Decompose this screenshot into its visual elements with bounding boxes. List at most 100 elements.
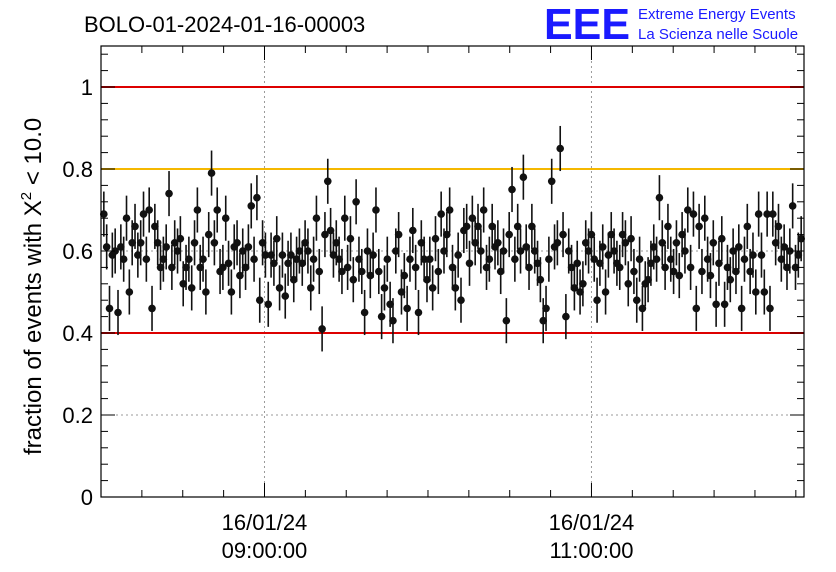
- data-point: [749, 251, 757, 259]
- data-point: [627, 234, 635, 243]
- y-axis-label-suffix: < 10.0: [20, 118, 47, 185]
- data-point: [536, 275, 545, 284]
- data-point: [190, 239, 199, 247]
- data-point: [604, 251, 613, 259]
- data-point: [780, 243, 788, 251]
- data-point: [737, 304, 746, 313]
- data-point: [204, 230, 213, 239]
- data-point: [598, 243, 607, 251]
- data-point: [326, 226, 335, 235]
- data-point: [564, 247, 573, 255]
- data-point: [329, 251, 338, 259]
- data-point: [528, 222, 536, 231]
- data-point: [423, 275, 431, 284]
- data-point: [287, 251, 295, 259]
- data-point: [221, 214, 230, 222]
- data-point: [250, 255, 258, 263]
- data-point: [440, 247, 448, 255]
- data-point: [681, 247, 689, 255]
- data-point: [414, 308, 423, 317]
- data-point: [593, 296, 601, 305]
- data-point: [499, 247, 508, 255]
- data-point: [295, 247, 304, 255]
- data-point: [743, 222, 752, 231]
- data-point: [428, 284, 437, 292]
- data-point: [695, 222, 703, 231]
- data-point: [513, 222, 522, 231]
- data-point: [703, 255, 712, 263]
- data-point: [437, 210, 445, 218]
- data-point: [474, 222, 482, 231]
- data-point: [366, 271, 375, 280]
- data-point: [683, 206, 692, 214]
- data-point: [275, 284, 284, 292]
- data-point: [176, 234, 185, 243]
- data-point: [213, 206, 222, 214]
- data-point: [576, 288, 584, 296]
- data-point: [264, 300, 273, 309]
- data-point: [131, 222, 139, 231]
- data-point: [468, 214, 477, 222]
- threshold-lines: [101, 86, 804, 334]
- data-point: [372, 206, 380, 214]
- data-point: [559, 230, 567, 239]
- x-tick-label-date: 16/01/24: [549, 510, 635, 535]
- data-point: [102, 243, 111, 251]
- data-point: [272, 234, 281, 243]
- data-point: [304, 247, 312, 255]
- data-point: [156, 263, 165, 272]
- data-point: [125, 288, 134, 296]
- data-point: [168, 263, 176, 272]
- data-point: [607, 230, 616, 239]
- data-point: [261, 251, 270, 259]
- data-point: [298, 259, 307, 268]
- data-point: [346, 234, 355, 243]
- data-point: [465, 259, 474, 268]
- data-point: [545, 255, 553, 263]
- y-tick-label: 0.8: [62, 157, 93, 182]
- data-point: [267, 251, 275, 259]
- data-point: [289, 275, 298, 284]
- data-point: [712, 300, 720, 309]
- data-point: [369, 251, 377, 259]
- data-point: [494, 239, 502, 247]
- data-point: [301, 239, 309, 247]
- y-axis-label: fraction of events with X2 < 10.0: [18, 118, 47, 455]
- data-point: [199, 255, 207, 263]
- data-point: [525, 263, 533, 272]
- data-point: [389, 316, 397, 325]
- data-point: [522, 243, 531, 251]
- data-point: [700, 214, 709, 222]
- data-point: [655, 193, 664, 202]
- data-point: [723, 263, 732, 272]
- data-point: [142, 255, 151, 263]
- data-point: [621, 239, 630, 247]
- data-point: [757, 251, 766, 259]
- y-axis-label-exponent: 2: [18, 192, 35, 200]
- data-point: [241, 263, 250, 272]
- data-point: [309, 255, 318, 263]
- data-point: [508, 185, 516, 194]
- data-point: [349, 275, 358, 284]
- x-tick-label-time: 09:00:00: [222, 538, 308, 563]
- data-point: [134, 251, 142, 259]
- data-point: [173, 247, 182, 255]
- data-point: [306, 284, 315, 292]
- data-point: [638, 304, 647, 313]
- data-point: [338, 267, 346, 276]
- data-point: [715, 259, 723, 268]
- logo: EEE Extreme Energy Events La Scienza nel…: [544, 0, 798, 49]
- data-point: [281, 292, 290, 300]
- data-point: [417, 239, 426, 247]
- data-point: [340, 214, 349, 222]
- data-point: [519, 173, 528, 181]
- data-point: [377, 312, 386, 321]
- data-point: [315, 267, 324, 276]
- data-point: [754, 210, 763, 218]
- data-point: [496, 267, 505, 276]
- data-point: [791, 263, 800, 272]
- data-point: [284, 259, 292, 268]
- data-point: [763, 210, 771, 218]
- data-point: [105, 304, 114, 313]
- data-point: [179, 280, 188, 288]
